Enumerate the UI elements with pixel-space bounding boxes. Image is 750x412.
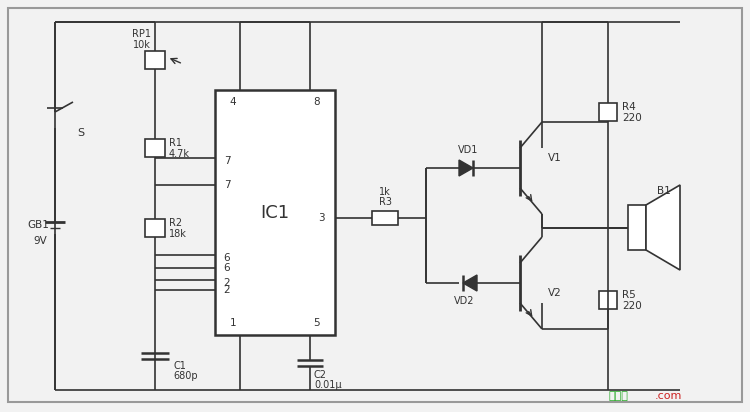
Text: R2: R2 <box>169 218 182 228</box>
Text: 0.01μ: 0.01μ <box>314 380 341 390</box>
Text: V1: V1 <box>548 153 562 163</box>
Text: RP1: RP1 <box>132 29 151 39</box>
Polygon shape <box>463 275 477 291</box>
Text: 9V: 9V <box>33 236 46 246</box>
Bar <box>599 291 617 309</box>
Text: 6: 6 <box>224 253 230 263</box>
Bar <box>145 139 165 157</box>
Text: 2: 2 <box>224 278 230 288</box>
Text: V2: V2 <box>548 288 562 298</box>
Polygon shape <box>646 185 680 270</box>
Bar <box>215 90 335 335</box>
Text: 18k: 18k <box>169 229 187 239</box>
Bar <box>372 211 398 225</box>
Text: R5: R5 <box>622 290 636 300</box>
Text: B1: B1 <box>657 186 670 196</box>
Text: 2: 2 <box>224 285 230 295</box>
Text: 7: 7 <box>224 156 230 166</box>
Text: 7: 7 <box>224 180 230 190</box>
Bar <box>145 219 165 237</box>
Text: 220: 220 <box>622 301 642 311</box>
Text: C1: C1 <box>173 361 186 371</box>
Text: R3: R3 <box>379 197 392 206</box>
Text: 680p: 680p <box>173 371 198 381</box>
Text: 4: 4 <box>230 97 236 107</box>
Text: GB1: GB1 <box>27 220 49 230</box>
Text: 1k: 1k <box>379 187 391 197</box>
Text: VD2: VD2 <box>454 296 474 306</box>
Bar <box>599 103 617 121</box>
Text: 3: 3 <box>318 213 324 222</box>
Text: R4: R4 <box>622 102 636 112</box>
Text: VD1: VD1 <box>458 145 478 155</box>
Bar <box>628 205 646 250</box>
Text: C2: C2 <box>314 370 327 380</box>
Text: .com: .com <box>654 391 682 401</box>
Polygon shape <box>459 160 473 176</box>
Text: 接线图: 接线图 <box>608 391 628 401</box>
Text: 4.7k: 4.7k <box>169 149 190 159</box>
Bar <box>145 51 165 69</box>
Text: 220: 220 <box>622 113 642 123</box>
Text: 1: 1 <box>230 318 236 328</box>
Text: 6: 6 <box>224 263 230 273</box>
Text: R1: R1 <box>169 138 182 148</box>
Text: S: S <box>77 128 84 138</box>
Text: 5: 5 <box>314 318 320 328</box>
Text: 8: 8 <box>314 97 320 107</box>
Text: IC1: IC1 <box>260 204 290 222</box>
Text: 10k: 10k <box>134 40 151 50</box>
